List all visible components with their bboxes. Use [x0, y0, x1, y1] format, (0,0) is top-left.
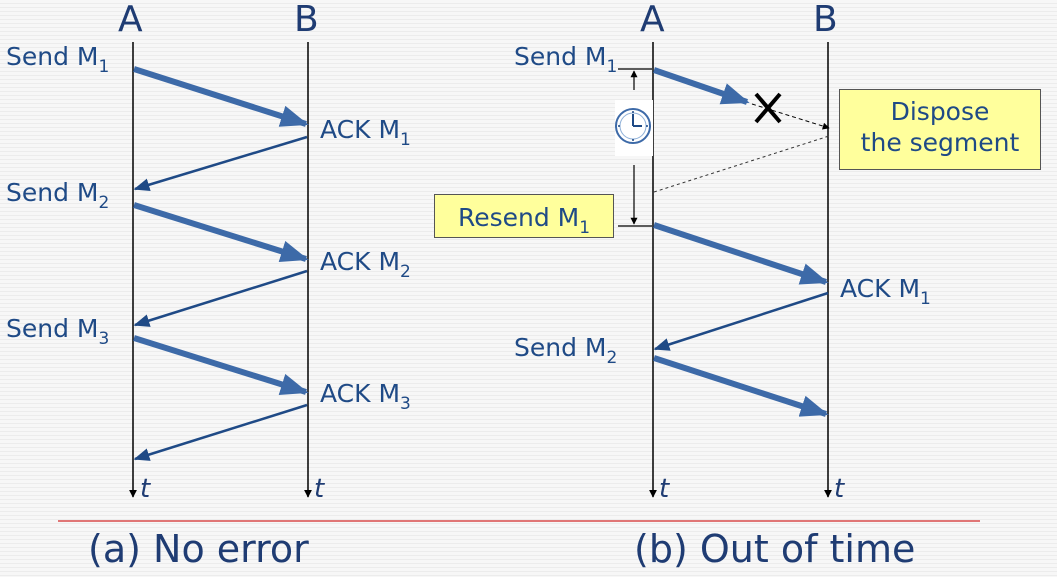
time-label-b-left: t: [314, 474, 325, 504]
dispose-line-1: Dispose: [890, 97, 990, 126]
send-m2-right-label: Send M2: [514, 333, 618, 368]
ack-m3-label: ACK M3: [320, 379, 411, 414]
arrow-ack-m3: [133, 403, 308, 461]
send-m3-label: Send M3: [6, 314, 110, 349]
time-label-a-right: t: [659, 474, 670, 504]
caption-no-error: (a) No error: [88, 527, 309, 571]
arrow-send-m1: [133, 66, 309, 127]
ack-m2-label: ACK M2: [320, 247, 411, 282]
host-a-label-right: A: [640, 0, 665, 40]
time-label-a-left: t: [140, 474, 151, 504]
send-m1-right-label: Send M1: [514, 42, 618, 77]
ack-m1-label: ACK M1: [320, 115, 411, 150]
clock-icon: [615, 100, 653, 156]
host-b-label-right: B: [813, 0, 838, 40]
arrow-send-m1-lost: [653, 67, 750, 105]
arrow-ack-m1-right: [653, 291, 829, 351]
arrow-resend-m1: [653, 222, 829, 285]
arrow-ack-m2: [133, 269, 308, 327]
ack-m1-right-label: ACK M1: [840, 274, 931, 309]
host-b-label-left: B: [294, 0, 319, 40]
dispose-segment-callout: Dispose the segment: [839, 89, 1041, 170]
arrow-ack-m1: [133, 135, 308, 192]
time-label-b-right: t: [834, 474, 845, 504]
timeout-dotted-line: [653, 135, 830, 193]
dispose-line-2: the segment: [860, 128, 1020, 158]
send-m1-label: Send M1: [6, 42, 110, 77]
resend-m1-callout: Resend M1: [434, 194, 614, 238]
host-a-label-left: A: [118, 0, 143, 40]
arrow-send-m2: [133, 202, 309, 262]
arrow-send-m3: [133, 335, 309, 395]
arrow-send-m2-right: [653, 355, 829, 417]
caption-out-of-time: (b) Out of time: [634, 527, 916, 571]
cross-icon: [754, 92, 782, 124]
send-m2-label: Send M2: [6, 178, 110, 213]
